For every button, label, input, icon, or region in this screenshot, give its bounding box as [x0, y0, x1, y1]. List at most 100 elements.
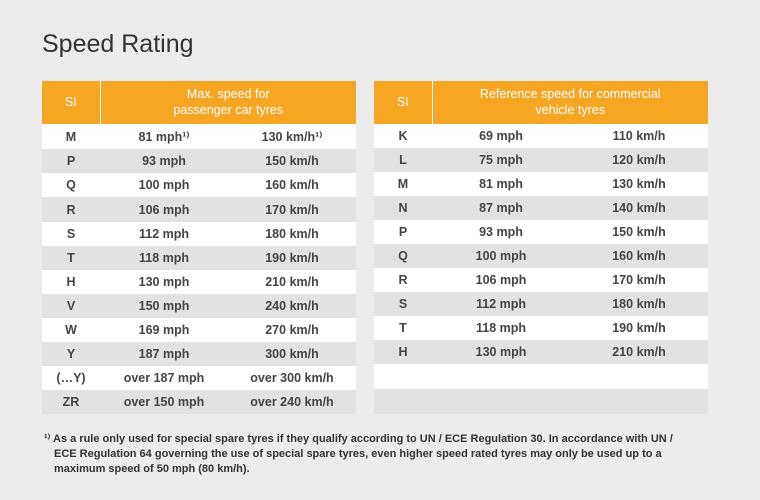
table-cell: T — [374, 316, 432, 340]
table-row: M81 mph130 km/h — [374, 172, 708, 196]
table-row: V150 mph240 km/h — [42, 294, 356, 318]
table-row: R106 mph170 km/h — [374, 268, 708, 292]
table-cell: over 300 km/h — [228, 366, 356, 390]
table-cell: 81 mph — [432, 172, 570, 196]
table-cell: 112 mph — [100, 222, 228, 246]
table-cell: K — [374, 124, 432, 148]
table-cell: 190 km/h — [228, 246, 356, 270]
table-cell: M — [374, 172, 432, 196]
page-title: Speed Rating — [42, 30, 718, 59]
table-cell: 100 mph — [432, 244, 570, 268]
table-cell: 150 km/h — [570, 220, 708, 244]
table-cell: 160 km/h — [228, 173, 356, 197]
table-cell: T — [42, 246, 100, 270]
table-cell: 150 mph — [100, 294, 228, 318]
table-cell: 110 km/h — [570, 124, 708, 148]
passenger-tyres-table: SI Max. speed for passenger car tyres M8… — [42, 81, 356, 414]
table-cell — [570, 389, 708, 414]
table-cell: 120 km/h — [570, 148, 708, 172]
table-cell: 270 km/h — [228, 318, 356, 342]
table-row: K69 mph110 km/h — [374, 124, 708, 148]
table-cell: 169 mph — [100, 318, 228, 342]
table-cell: 130 mph — [100, 270, 228, 294]
table-cell: 93 mph — [432, 220, 570, 244]
table-cell: 240 km/h — [228, 294, 356, 318]
table-cell: H — [374, 340, 432, 364]
table-cell: S — [374, 292, 432, 316]
table-cell: L — [374, 148, 432, 172]
table-cell: over 187 mph — [100, 366, 228, 390]
table-cell: M — [42, 124, 100, 149]
t2-header-speed: Reference speed for commercial vehicle t… — [432, 81, 708, 124]
table-row: P93 mph150 km/h — [374, 220, 708, 244]
table-cell — [374, 389, 432, 414]
table-cell: Q — [42, 173, 100, 197]
table-cell: 210 km/h — [228, 270, 356, 294]
table-cell: S — [42, 222, 100, 246]
table-cell: 112 mph — [432, 292, 570, 316]
t1-header-speed: Max. speed for passenger car tyres — [100, 81, 356, 124]
commercial-tyres-table: SI Reference speed for commercial vehicl… — [374, 81, 708, 414]
table-row: T118 mph190 km/h — [42, 246, 356, 270]
table-cell: 187 mph — [100, 342, 228, 366]
table-cell: P — [42, 149, 100, 173]
table-cell: H — [42, 270, 100, 294]
table-row: S112 mph180 km/h — [42, 222, 356, 246]
table-cell: P — [374, 220, 432, 244]
table-cell: R — [42, 197, 100, 221]
table-cell: over 240 km/h — [228, 390, 356, 414]
table-cell: 190 km/h — [570, 316, 708, 340]
table-row: L75 mph120 km/h — [374, 148, 708, 172]
table-cell: 210 km/h — [570, 340, 708, 364]
table-row: W169 mph270 km/h — [42, 318, 356, 342]
table-cell — [570, 364, 708, 389]
table-row: S112 mph180 km/h — [374, 292, 708, 316]
t2-body: K69 mph110 km/hL75 mph120 km/hM81 mph130… — [374, 124, 708, 414]
table-cell: 93 mph — [100, 149, 228, 173]
table-cell: ZR — [42, 390, 100, 414]
table-row: H130 mph210 km/h — [42, 270, 356, 294]
table-cell — [432, 389, 570, 414]
table-cell: 180 km/h — [570, 292, 708, 316]
table-cell: 180 km/h — [228, 222, 356, 246]
table-cell: R — [374, 268, 432, 292]
table-cell — [432, 364, 570, 389]
t1-header-si: SI — [42, 81, 100, 124]
table-cell: V — [42, 294, 100, 318]
table-row: T118 mph190 km/h — [374, 316, 708, 340]
table-cell: N — [374, 196, 432, 220]
table-cell: (…Y) — [42, 366, 100, 390]
table-cell: Y — [42, 342, 100, 366]
table-cell — [374, 364, 432, 389]
table-cell: 118 mph — [432, 316, 570, 340]
table-row: Y187 mph300 km/h — [42, 342, 356, 366]
table-row: ZRover 150 mphover 240 km/h — [42, 390, 356, 414]
t2-header-si: SI — [374, 81, 432, 124]
table-row: P93 mph150 km/h — [42, 149, 356, 173]
footnote: ¹⁾ As a rule only used for special spare… — [42, 432, 682, 477]
tables-container: SI Max. speed for passenger car tyres M8… — [42, 81, 718, 414]
table-cell: 300 km/h — [228, 342, 356, 366]
table-cell: 118 mph — [100, 246, 228, 270]
table-cell: 106 mph — [432, 268, 570, 292]
table-row: N87 mph140 km/h — [374, 196, 708, 220]
table-row: (…Y)over 187 mphover 300 km/h — [42, 366, 356, 390]
table-row: Q100 mph160 km/h — [42, 173, 356, 197]
table-cell: 75 mph — [432, 148, 570, 172]
table-row: M81 mph¹⁾130 km/h¹⁾ — [42, 124, 356, 149]
table-cell: 160 km/h — [570, 244, 708, 268]
table-cell: 130 km/h¹⁾ — [228, 124, 356, 149]
table-cell: W — [42, 318, 100, 342]
table-cell: 140 km/h — [570, 196, 708, 220]
table-cell: 87 mph — [432, 196, 570, 220]
table-cell: over 150 mph — [100, 390, 228, 414]
table-row-empty — [374, 364, 708, 389]
table-cell: 150 km/h — [228, 149, 356, 173]
table-row: H130 mph210 km/h — [374, 340, 708, 364]
table-cell: 106 mph — [100, 197, 228, 221]
table-cell: Q — [374, 244, 432, 268]
table-row: Q100 mph160 km/h — [374, 244, 708, 268]
table-cell: 69 mph — [432, 124, 570, 148]
table-cell: 130 km/h — [570, 172, 708, 196]
table-cell: 81 mph¹⁾ — [100, 124, 228, 149]
